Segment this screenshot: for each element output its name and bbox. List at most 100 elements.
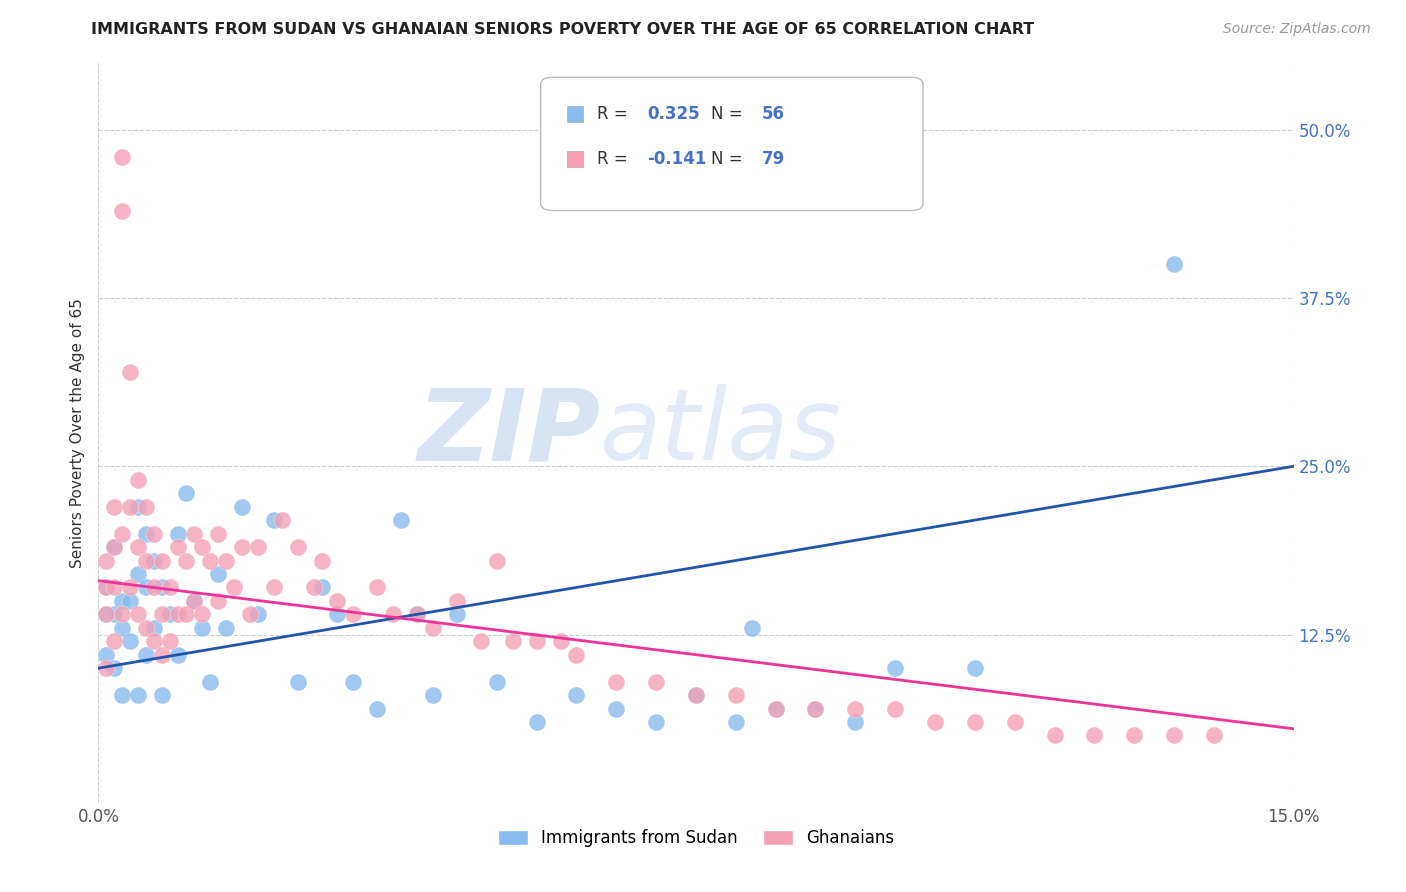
Text: Source: ZipAtlas.com: Source: ZipAtlas.com [1223, 22, 1371, 37]
Point [96, 648, 118, 662]
Point [96, 553, 118, 567]
Text: atlas: atlas [600, 384, 842, 481]
Point [150, 648, 173, 662]
Point [724, 688, 747, 702]
Point [470, 634, 492, 648]
Point [302, 581, 325, 595]
Text: 0.325: 0.325 [647, 105, 700, 123]
Point [724, 714, 747, 729]
Text: -0.141: -0.141 [647, 150, 707, 168]
Point [143, 581, 166, 595]
Point [231, 540, 253, 554]
Point [207, 566, 229, 581]
Text: 79: 79 [762, 150, 785, 168]
Point [159, 581, 181, 595]
Point [406, 607, 429, 622]
Point [565, 688, 588, 702]
Point [191, 607, 214, 622]
Point [167, 648, 190, 662]
Point [143, 526, 166, 541]
Text: 56: 56 [762, 105, 785, 123]
Point [143, 634, 166, 648]
Point [167, 526, 190, 541]
Point [406, 607, 429, 622]
Point [120, 634, 142, 648]
Point [127, 566, 149, 581]
Point [143, 553, 166, 567]
Point [150, 553, 173, 567]
Point [135, 526, 157, 541]
Point [326, 594, 349, 608]
Point [526, 634, 548, 648]
Point [526, 714, 548, 729]
Point [150, 581, 173, 595]
Point [389, 513, 412, 527]
Point [765, 701, 787, 715]
Point [120, 365, 142, 379]
Point [150, 607, 173, 622]
Point [111, 594, 134, 608]
Point [741, 621, 763, 635]
Text: N =: N = [710, 150, 748, 168]
Point [120, 594, 142, 608]
Point [167, 607, 190, 622]
Point [183, 594, 205, 608]
Point [963, 714, 986, 729]
Point [685, 688, 707, 702]
Point [127, 473, 149, 487]
Point [135, 581, 157, 595]
Point [222, 581, 245, 595]
Point [159, 634, 181, 648]
Point [1083, 729, 1105, 743]
Point [135, 621, 157, 635]
Point [183, 526, 205, 541]
Point [135, 648, 157, 662]
Point [174, 607, 197, 622]
Point [191, 621, 214, 635]
Point [167, 540, 190, 554]
Point [342, 607, 364, 622]
Point [150, 688, 173, 702]
Point [645, 714, 668, 729]
Point [246, 607, 269, 622]
Point [111, 607, 134, 622]
Point [311, 553, 333, 567]
Point [263, 513, 285, 527]
Point [191, 540, 214, 554]
Point [215, 621, 238, 635]
Point [804, 701, 827, 715]
Point [96, 661, 118, 675]
Point [645, 674, 668, 689]
Point [103, 661, 125, 675]
FancyBboxPatch shape [567, 106, 582, 122]
Point [231, 500, 253, 514]
Point [1163, 729, 1185, 743]
Point [422, 688, 444, 702]
Point [485, 674, 508, 689]
FancyBboxPatch shape [567, 151, 582, 167]
Text: N =: N = [710, 105, 748, 123]
Point [565, 648, 588, 662]
Point [1163, 257, 1185, 271]
Point [366, 581, 388, 595]
Point [159, 607, 181, 622]
Point [183, 594, 205, 608]
Point [263, 581, 285, 595]
Point [103, 634, 125, 648]
Point [685, 688, 707, 702]
Point [215, 553, 238, 567]
Point [844, 701, 866, 715]
Point [605, 701, 627, 715]
Point [135, 553, 157, 567]
Point [287, 674, 309, 689]
Point [127, 688, 149, 702]
Point [502, 634, 524, 648]
Point [804, 701, 827, 715]
Point [1004, 714, 1026, 729]
Y-axis label: Seniors Poverty Over the Age of 65: Seniors Poverty Over the Age of 65 [70, 298, 86, 567]
Point [446, 594, 468, 608]
Point [96, 581, 118, 595]
Point [765, 701, 787, 715]
Point [239, 607, 262, 622]
Point [111, 688, 134, 702]
